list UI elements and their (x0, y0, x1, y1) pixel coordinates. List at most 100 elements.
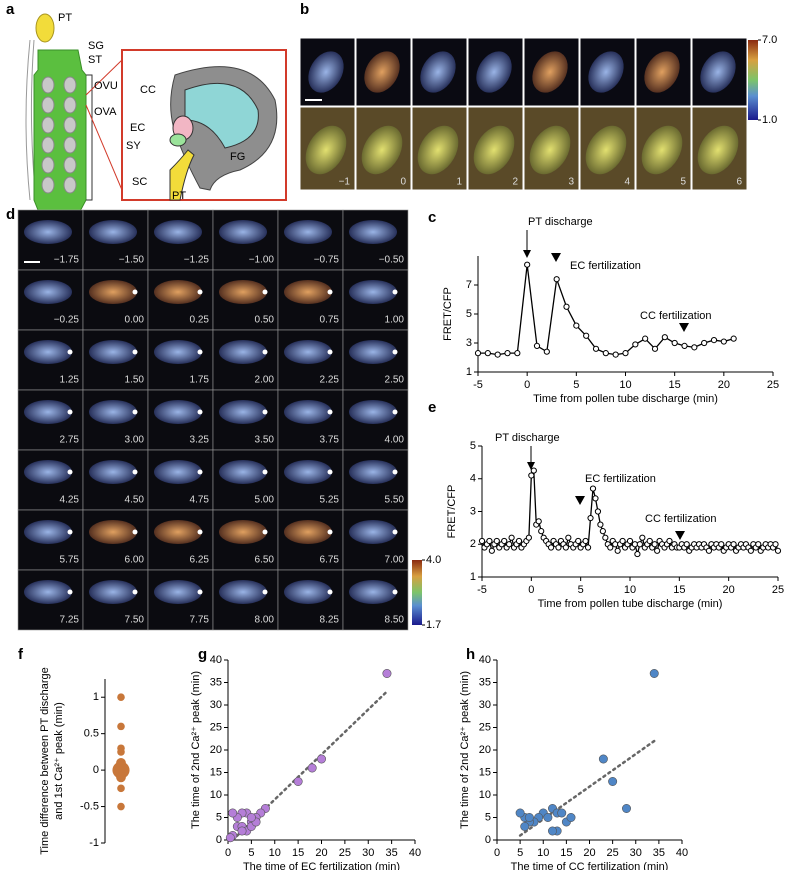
data-point (565, 534, 572, 541)
x-tick-label: 5 (517, 847, 523, 859)
cell-signal (473, 125, 515, 175)
frame-label: 7.00 (385, 555, 405, 566)
x-tick-label: 25 (772, 584, 784, 596)
frame-label: −1.50 (119, 255, 145, 266)
data-point (525, 534, 532, 541)
data-point (555, 544, 562, 551)
data-point (562, 544, 569, 551)
data-point (508, 534, 515, 541)
colorbar (412, 560, 422, 625)
data-point (730, 541, 737, 548)
x-axis-label: The time of EC fertilization (min) (243, 861, 400, 870)
bubble (116, 772, 126, 783)
x-tick-label: 10 (619, 379, 631, 391)
nucleus-signal (132, 409, 138, 415)
x-tick-label: 0 (494, 847, 500, 859)
annotation-marker (675, 531, 685, 540)
data-point (607, 544, 614, 551)
x-tick-label: 10 (624, 584, 636, 596)
nucleus-signal (197, 589, 203, 595)
nucleus-signal (197, 469, 203, 475)
y-tick-label: 0 (485, 834, 491, 846)
x-tick-label: 25 (339, 847, 351, 859)
data-point (626, 537, 634, 545)
data-point (651, 541, 658, 548)
nucleus-signal (197, 529, 203, 535)
colorbar-label: 1.7 (426, 619, 441, 631)
data-point (584, 544, 592, 551)
frame-label: 4.00 (385, 435, 405, 446)
nucleus-signal (262, 529, 268, 535)
nucleus-signal (327, 469, 333, 475)
nucleus-signal (132, 349, 138, 355)
data-point (636, 541, 643, 548)
x-tick-label: 20 (583, 847, 595, 859)
nucleus-signal (392, 469, 398, 475)
cell-signal (697, 125, 739, 175)
cell-signal (89, 460, 137, 484)
nucleus-signal (132, 589, 138, 595)
annotation-marker (551, 253, 561, 262)
nucleus-signal (392, 289, 398, 295)
cell-signal (284, 280, 332, 304)
frame-label: 4.50 (125, 495, 145, 506)
frame-label: 6.50 (255, 555, 275, 566)
x-tick-label: 25 (767, 379, 779, 391)
label: FG (230, 151, 245, 163)
data-point (484, 350, 491, 357)
cell-signal (154, 520, 202, 544)
y-tick-label: 5 (466, 308, 472, 320)
cell-signal (24, 520, 72, 544)
frame-label: 2.75 (60, 435, 80, 446)
frame-label: 6.75 (320, 555, 340, 566)
cell-signal (219, 280, 267, 304)
data-point (524, 812, 534, 822)
y-tick-label: 1 (466, 366, 472, 378)
frame-label: 7.50 (125, 615, 145, 626)
panel-label: h (466, 646, 475, 663)
frame-label: 4.25 (60, 495, 80, 506)
synergid (169, 133, 187, 147)
nucleus-signal (67, 469, 73, 475)
frame-label: 8.25 (320, 615, 340, 626)
data-point (671, 339, 678, 347)
data-point (583, 332, 590, 339)
cell-signal (420, 51, 456, 93)
data-point (530, 467, 537, 474)
x-tick-label: 0 (225, 847, 231, 859)
panel-label: b (300, 1, 309, 18)
annotation: CC fertilization (645, 513, 717, 525)
data-point (486, 537, 493, 545)
cell-signal (89, 520, 137, 544)
data-point (602, 534, 609, 541)
data-point (589, 485, 597, 492)
data-point (553, 276, 560, 283)
data-point (582, 537, 589, 545)
nucleus-signal (262, 469, 268, 475)
data-point (514, 350, 521, 357)
cell-signal (364, 51, 400, 93)
panel-label: e (428, 399, 436, 416)
frame-label: 1.25 (60, 375, 80, 386)
data-point (592, 345, 600, 352)
nucleus-signal (392, 529, 398, 535)
x-tick-label: 0 (528, 584, 534, 596)
nucleus-signal (197, 409, 203, 415)
data-point (597, 521, 604, 528)
data-point (547, 544, 555, 551)
x-tick-label: 15 (292, 847, 304, 859)
data-point (501, 537, 508, 545)
x-tick-label: 20 (718, 379, 730, 391)
frame-label: 5 (680, 177, 686, 188)
data-point (772, 541, 779, 548)
label: OVA (94, 106, 117, 118)
x-tick-label: 35 (653, 847, 665, 859)
cell-signal (219, 580, 267, 604)
cell-signal (89, 400, 137, 424)
frame-label: 5.25 (320, 495, 340, 506)
x-tick-label: 0 (524, 379, 530, 391)
nucleus-signal (262, 589, 268, 595)
y-tick-label: 35 (479, 676, 491, 688)
panel-label: f (18, 646, 24, 663)
cell-signal (284, 220, 332, 244)
